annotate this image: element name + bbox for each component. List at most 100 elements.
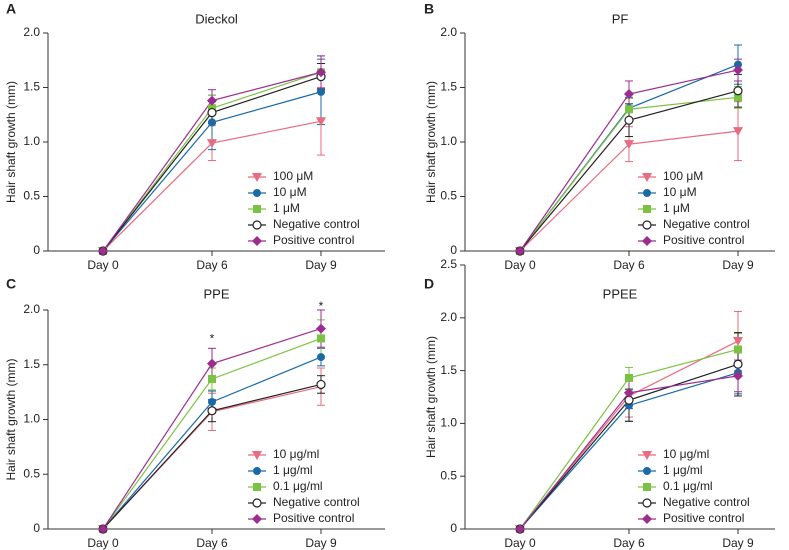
y-tick-label: 0.5 bbox=[23, 466, 40, 480]
y-axis-label: Hair shaft growth (mm) bbox=[4, 81, 18, 203]
data-point bbox=[317, 334, 325, 343]
legend-symbol bbox=[252, 451, 262, 460]
legend-symbol bbox=[252, 220, 262, 230]
legend-symbol bbox=[642, 173, 652, 182]
data-point bbox=[316, 323, 326, 334]
chart-title: PF bbox=[612, 11, 629, 26]
panel-letter: B bbox=[424, 1, 434, 17]
x-tick-label: Day 9 bbox=[305, 258, 337, 272]
legend-label: Positive control bbox=[273, 511, 354, 525]
x-tick-label: Day 9 bbox=[722, 258, 754, 272]
y-tick-label: 0.5 bbox=[23, 189, 40, 203]
legend-label: Positive control bbox=[663, 233, 744, 247]
legend-symbol bbox=[252, 173, 262, 182]
x-tick-label: Day 0 bbox=[504, 536, 536, 550]
data-point bbox=[208, 118, 216, 127]
data-point bbox=[624, 89, 634, 100]
data-point bbox=[624, 140, 634, 150]
data-point bbox=[316, 67, 326, 78]
legend-label: 10 μM bbox=[663, 185, 697, 199]
data-point bbox=[515, 524, 525, 534]
legend-label: Positive control bbox=[663, 511, 744, 525]
chart-title: PPEE bbox=[603, 286, 638, 301]
data-point bbox=[733, 359, 743, 369]
x-tick-label: Day 0 bbox=[504, 258, 536, 272]
legend-label: 1 μM bbox=[663, 201, 690, 215]
y-tick-label: 1.5 bbox=[440, 80, 457, 94]
legend-symbol bbox=[642, 498, 652, 508]
data-point bbox=[733, 65, 743, 76]
data-point bbox=[625, 373, 633, 382]
y-tick-label: 0 bbox=[450, 521, 457, 535]
legend-label: Negative control bbox=[273, 495, 360, 509]
legend-label: 10 μM bbox=[273, 185, 307, 199]
legend-label: Negative control bbox=[273, 217, 360, 231]
data-point bbox=[207, 139, 217, 149]
data-point bbox=[316, 117, 326, 127]
data-point bbox=[624, 115, 634, 125]
panel-letter: D bbox=[424, 276, 434, 292]
data-point bbox=[625, 105, 633, 114]
y-tick-label: 2.0 bbox=[23, 302, 40, 316]
chart-title: Dieckol bbox=[195, 11, 238, 26]
data-point bbox=[515, 246, 525, 256]
data-point bbox=[207, 95, 217, 106]
data-point bbox=[734, 93, 742, 102]
annotation: * bbox=[210, 332, 215, 346]
data-point bbox=[317, 353, 325, 362]
y-tick-label: 1.5 bbox=[23, 357, 40, 371]
legend-symbol bbox=[253, 205, 261, 213]
data-point bbox=[98, 246, 108, 256]
data-point bbox=[733, 370, 743, 381]
y-tick-label: 2.0 bbox=[23, 25, 40, 39]
y-tick-label: 1.0 bbox=[23, 412, 40, 426]
y-tick-label: 0 bbox=[33, 521, 40, 535]
y-axis-label: Hair shaft growth (mm) bbox=[424, 336, 438, 458]
legend-label: 1 μg/ml bbox=[663, 463, 703, 477]
legend-label: 0.1 μg/ml bbox=[273, 479, 323, 493]
y-tick-label: 2.5 bbox=[440, 257, 457, 271]
data-point bbox=[316, 379, 326, 390]
x-tick-label: Day 6 bbox=[196, 536, 228, 550]
legend-symbol bbox=[252, 236, 262, 246]
y-tick-label: 1.5 bbox=[23, 80, 40, 94]
data-point bbox=[208, 374, 216, 383]
y-tick-label: 2.0 bbox=[440, 25, 457, 39]
data-point bbox=[733, 337, 743, 347]
legend-label: Negative control bbox=[663, 217, 750, 231]
panel-letter: A bbox=[6, 1, 16, 17]
panel-letter: C bbox=[6, 276, 16, 292]
legend-symbol bbox=[252, 514, 262, 524]
data-point bbox=[733, 86, 743, 96]
legend-label: 0.1 μg/ml bbox=[663, 479, 713, 493]
legend-label: 1 μg/ml bbox=[273, 463, 313, 477]
legend-symbol bbox=[643, 467, 651, 475]
y-axis-label: Hair shaft growth (mm) bbox=[4, 358, 18, 480]
y-tick-label: 1.0 bbox=[23, 134, 40, 148]
legend-symbol bbox=[253, 467, 261, 475]
legend-symbol bbox=[642, 220, 652, 230]
legend-symbol bbox=[642, 236, 652, 246]
legend-label: Positive control bbox=[273, 233, 354, 247]
data-point bbox=[207, 406, 217, 416]
x-tick-label: Day 6 bbox=[196, 258, 228, 272]
legend-label: Negative control bbox=[663, 495, 750, 509]
y-tick-label: 2.0 bbox=[440, 310, 457, 324]
legend-symbol bbox=[253, 189, 261, 197]
data-point bbox=[624, 387, 634, 398]
x-tick-label: Day 0 bbox=[87, 536, 119, 550]
legend-symbol bbox=[643, 205, 651, 213]
data-point bbox=[207, 107, 217, 118]
y-tick-label: 1.0 bbox=[440, 416, 457, 430]
y-tick-label: 0.5 bbox=[440, 468, 457, 482]
y-tick-label: 0.5 bbox=[440, 189, 457, 203]
chart-title: PPE bbox=[203, 286, 229, 301]
legend-label: 10 μg/ml bbox=[273, 447, 319, 461]
x-tick-label: Day 9 bbox=[305, 536, 337, 550]
legend-symbol bbox=[643, 189, 651, 197]
data-point bbox=[98, 524, 108, 534]
data-point bbox=[734, 60, 742, 69]
legend-symbol bbox=[252, 498, 262, 508]
annotation: * bbox=[319, 299, 324, 313]
